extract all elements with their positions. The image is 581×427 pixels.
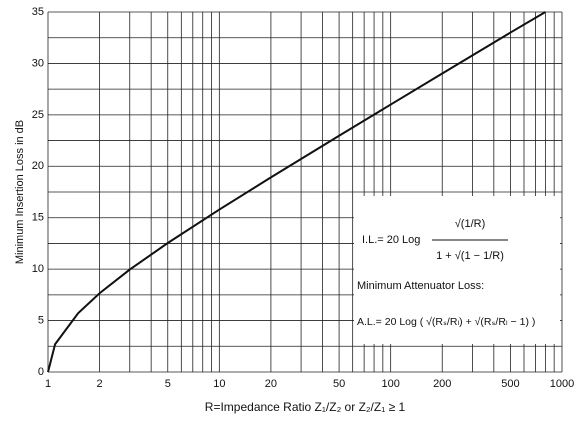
y-tick-label: 20 xyxy=(32,160,44,172)
formula-subtitle: Minimum Attenuator Loss: xyxy=(357,280,484,292)
formula-box xyxy=(354,196,560,344)
y-tick-label: 25 xyxy=(32,109,44,121)
formula-il-denominator: 1 + √(1 − 1/R) xyxy=(436,250,504,262)
x-tick-label: 10 xyxy=(213,378,225,390)
formula-il: I.L.= 20 Log xyxy=(362,234,420,246)
x-tick-label: 200 xyxy=(433,378,451,390)
data-line xyxy=(47,11,546,373)
y-tick-label: 5 xyxy=(38,314,44,326)
x-tick-label: 1000 xyxy=(550,378,574,390)
y-tick-label: 15 xyxy=(32,212,44,224)
y-tick-label: 35 xyxy=(32,6,44,18)
x-tick-label: 20 xyxy=(265,378,277,390)
x-tick-label: 5 xyxy=(165,378,171,390)
x-tick-label: 100 xyxy=(381,378,399,390)
x-tick-label: 500 xyxy=(501,378,519,390)
formula-al: A.L.= 20 Log ( √(Rₛ/Rₗ) + √(Rₛ/Rₗ − 1) ) xyxy=(357,316,535,328)
x-tick-label: 50 xyxy=(333,378,345,390)
y-tick-label: 0 xyxy=(38,366,44,378)
x-axis-label: R=Impedance Ratio Z₁/Z₂ or Z₂/Z₁ ≥ 1 xyxy=(205,400,406,414)
y-axis-label: Minimum Insertion Loss in dB xyxy=(14,120,26,264)
x-tick-label: 1 xyxy=(45,378,51,390)
x-tick-label: 2 xyxy=(97,378,103,390)
formula-il-numerator: √(1/R) xyxy=(455,218,485,230)
y-tick-label: 30 xyxy=(32,57,44,69)
y-tick-label: 10 xyxy=(32,263,44,275)
